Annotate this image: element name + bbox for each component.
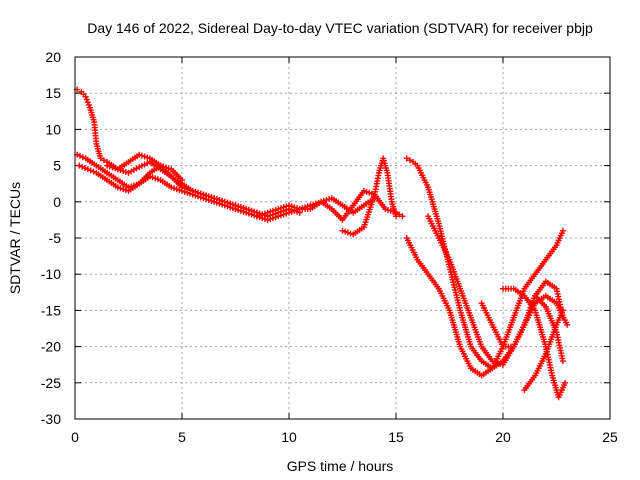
grid <box>75 57 610 419</box>
data-point <box>562 379 569 386</box>
y-tick-label: 10 <box>45 121 61 137</box>
chart-title: Day 146 of 2022, Sidereal Day-to-day VTE… <box>87 20 593 36</box>
data-point <box>393 213 399 220</box>
x-tick-label: 20 <box>495 429 511 445</box>
data-point <box>84 166 91 173</box>
y-tick-label: -15 <box>41 302 61 318</box>
axis-ticks: 0 5 10 15 20 25 -30 -25 -20 -15 -10 -5 0 5 10 15 20 <box>41 49 618 445</box>
data-point <box>76 162 83 169</box>
y-tick-label: -20 <box>41 339 61 355</box>
data-point <box>81 165 88 172</box>
data-point <box>403 155 410 162</box>
y-tick-label: -30 <box>41 411 61 427</box>
x-axis-label: GPS time / hours <box>287 458 394 474</box>
data-point <box>79 154 86 161</box>
data-point <box>85 101 92 108</box>
data-point <box>399 213 406 220</box>
x-tick-label: 5 <box>178 429 186 445</box>
data-point <box>406 157 413 164</box>
y-tick-label: -10 <box>41 266 61 282</box>
y-tick-label: 20 <box>45 49 61 65</box>
y-tick-label: -25 <box>41 375 61 391</box>
data-point <box>84 99 91 106</box>
data-point <box>559 307 566 314</box>
x-tick-label: 0 <box>71 429 79 445</box>
data-point <box>559 227 566 234</box>
data-point <box>100 157 107 164</box>
x-tick-label: 10 <box>281 429 297 445</box>
x-tick-label: 25 <box>602 429 618 445</box>
data-point <box>179 177 185 184</box>
data-point <box>79 163 86 170</box>
data-point <box>76 152 83 159</box>
data-point <box>97 155 104 162</box>
data-point <box>83 96 90 103</box>
y-axis-label: SDTVAR / TECUs <box>7 182 23 294</box>
y-tick-label: 5 <box>53 158 61 174</box>
data-point <box>90 168 97 175</box>
data-point <box>564 321 571 328</box>
x-tick-label: 15 <box>388 429 404 445</box>
data-point <box>87 167 94 174</box>
y-tick-label: 15 <box>45 85 61 101</box>
y-tick-label: 0 <box>53 194 61 210</box>
data-point <box>82 93 89 100</box>
y-tick-label: -5 <box>49 230 62 246</box>
data-points <box>74 86 571 401</box>
data-point <box>559 358 566 365</box>
plot-frame <box>74 56 611 420</box>
